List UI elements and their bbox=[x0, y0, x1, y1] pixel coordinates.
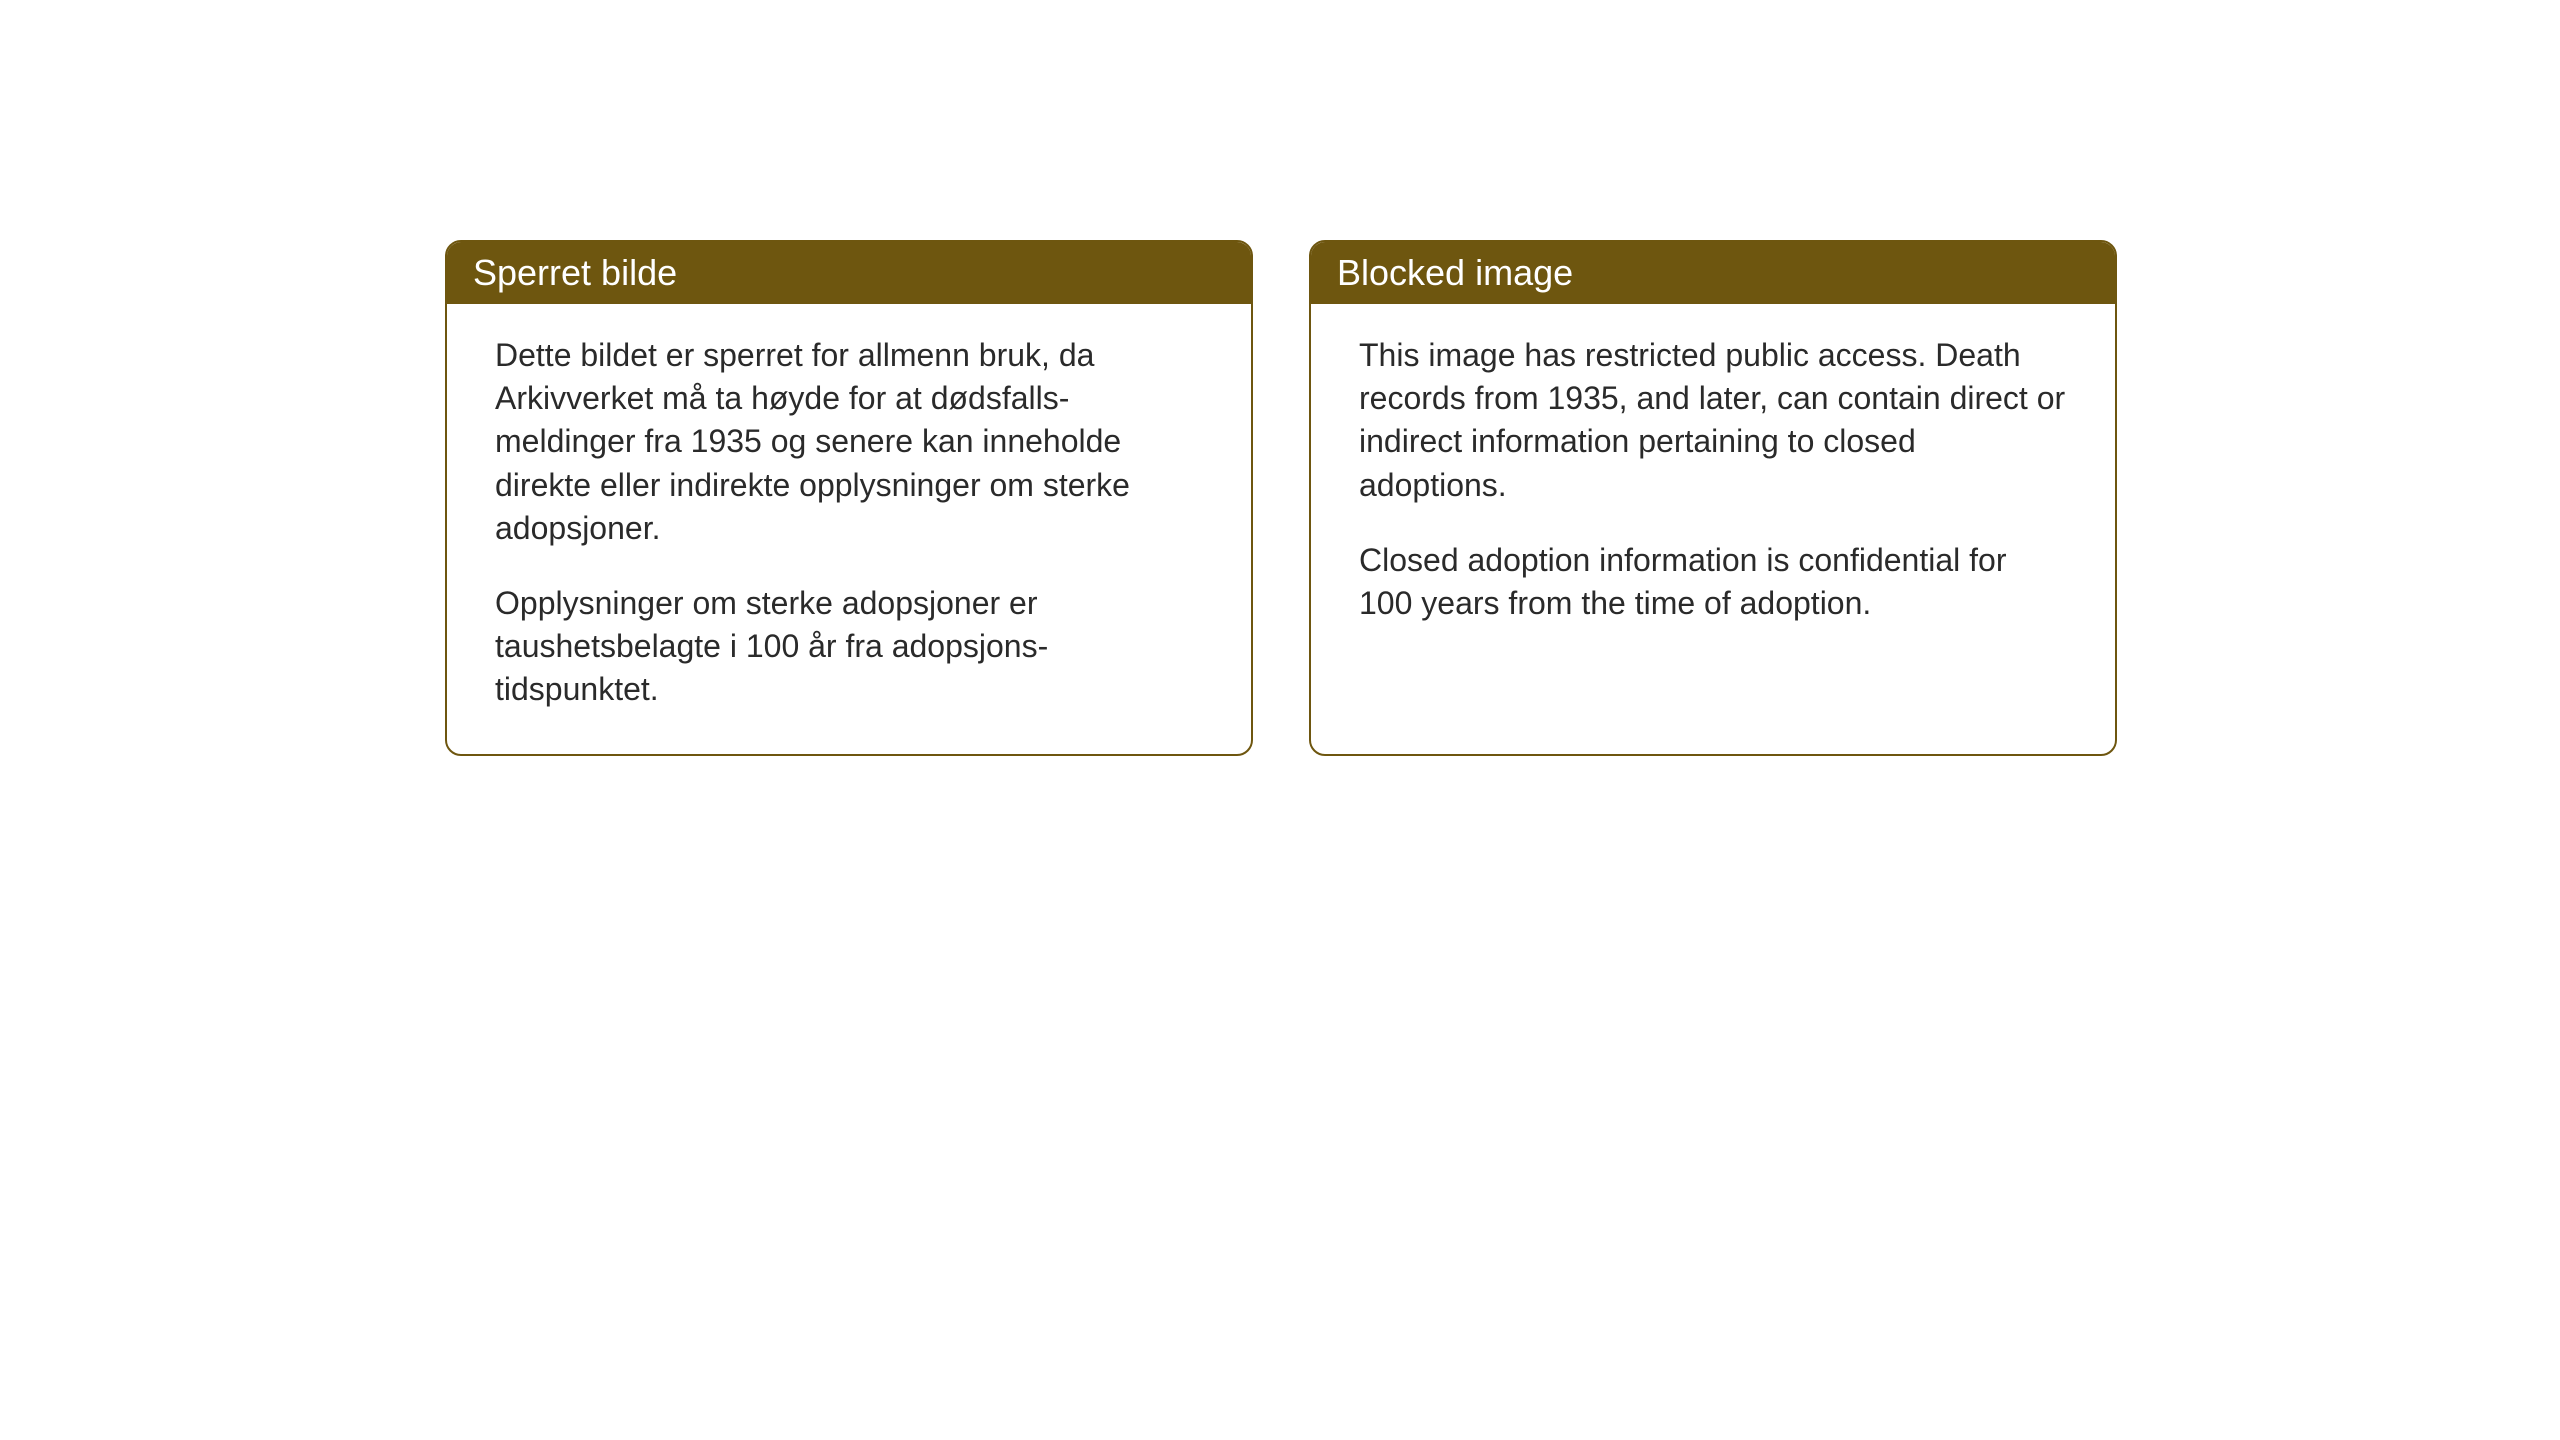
notice-paragraph-1-english: This image has restricted public access.… bbox=[1359, 334, 2067, 507]
notice-paragraph-1-norwegian: Dette bildet er sperret for allmenn bruk… bbox=[495, 334, 1203, 550]
notice-header-english: Blocked image bbox=[1311, 242, 2115, 304]
notice-paragraph-2-english: Closed adoption information is confident… bbox=[1359, 539, 2067, 625]
notice-title-english: Blocked image bbox=[1337, 252, 1573, 293]
notice-box-english: Blocked image This image has restricted … bbox=[1309, 240, 2117, 756]
notice-paragraph-2-norwegian: Opplysninger om sterke adopsjoner er tau… bbox=[495, 582, 1203, 712]
notice-header-norwegian: Sperret bilde bbox=[447, 242, 1251, 304]
notice-title-norwegian: Sperret bilde bbox=[473, 252, 677, 293]
notice-box-norwegian: Sperret bilde Dette bildet er sperret fo… bbox=[445, 240, 1253, 756]
notice-body-english: This image has restricted public access.… bbox=[1311, 304, 2115, 667]
notice-body-norwegian: Dette bildet er sperret for allmenn bruk… bbox=[447, 304, 1251, 754]
notice-container: Sperret bilde Dette bildet er sperret fo… bbox=[445, 240, 2117, 756]
